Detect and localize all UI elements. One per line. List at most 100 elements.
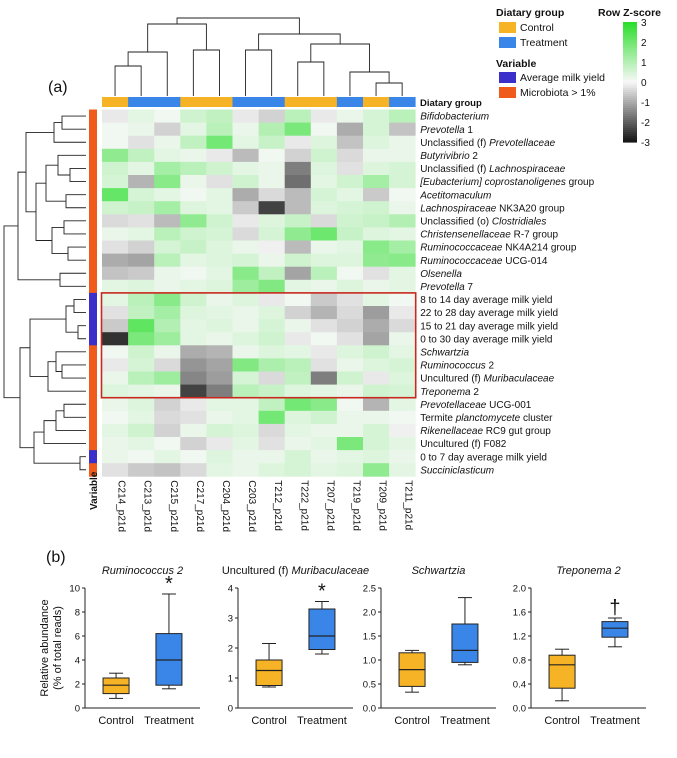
heatmap-cell [180, 109, 207, 123]
heatmap-cell [284, 175, 312, 189]
scale-step [623, 38, 637, 41]
scale-step [623, 122, 637, 125]
column-label: C215_p21d [168, 480, 179, 532]
heatmap-cell [232, 410, 259, 425]
heatmap-cell [258, 292, 286, 307]
heatmap-cell [154, 279, 181, 294]
heatmap-cell [180, 214, 207, 228]
heatmap-cell [284, 135, 312, 150]
heatmap-cell [206, 332, 233, 346]
variable-bar-cell [89, 175, 97, 189]
heatmap-cell [336, 240, 364, 254]
row-label: Rikenellaceae RC9 gut group [420, 426, 551, 437]
heatmap-cell [363, 201, 390, 215]
dendrogram-link [127, 51, 168, 96]
box [155, 633, 183, 686]
variable-bar-cell [89, 423, 97, 438]
heatmap-cell [336, 463, 364, 477]
significance-marker: † [609, 597, 620, 619]
y-tick-label: 0 [75, 704, 80, 715]
heatmap-cell [180, 397, 207, 412]
dendrogram-link [53, 122, 86, 143]
scale-step [623, 136, 637, 139]
heatmap-cell [154, 397, 181, 412]
heatmap-cell [284, 319, 312, 333]
heatmap-cell [389, 122, 416, 137]
scale-step [623, 98, 637, 101]
heatmap-cell [363, 161, 390, 176]
dendrogram-link [297, 61, 325, 96]
heatmap-cell [128, 253, 155, 268]
dendrogram-link [57, 154, 86, 176]
x-category-label: Treatment [590, 715, 640, 727]
dendrogram-link [349, 71, 390, 96]
group-bar-cell [310, 97, 338, 107]
y-tick-label: 0.4 [513, 680, 526, 691]
scale-tick-label: 0 [641, 78, 647, 89]
heatmap-cell [206, 371, 233, 385]
heatmap-cell [258, 201, 286, 215]
scale-tick-label: 1 [641, 58, 647, 69]
box [601, 621, 629, 638]
heatmap-cell [128, 122, 155, 137]
row-label: Olsenella [420, 269, 462, 280]
heatmap-cell [336, 253, 364, 268]
heatmap-cell [232, 148, 259, 163]
heatmap-cell [102, 423, 129, 438]
heatmap-cell [284, 122, 312, 137]
dendrogram-link [55, 351, 86, 372]
heatmap-cell [206, 148, 233, 163]
heatmap-cell [258, 227, 286, 241]
scale-step [623, 104, 637, 107]
heatmap-cell [154, 135, 181, 150]
heatmap-cell [336, 358, 364, 372]
heatmap-cell [128, 358, 155, 372]
heatmap-cell [310, 332, 338, 346]
diet-legend-title: Diatary group [496, 7, 564, 19]
heatmap-cell [310, 188, 338, 202]
scale-tick-label: 3 [641, 18, 647, 29]
heatmap-cell [363, 135, 390, 150]
heatmap-cell [232, 292, 259, 307]
heatmap-cell [258, 135, 286, 150]
y-tick-label: 10 [69, 584, 80, 595]
heatmap-cell [128, 423, 155, 438]
x-category-label: Treatment [144, 715, 194, 727]
scale-step [623, 68, 637, 71]
heatmap-cell [232, 240, 259, 254]
row-label: Schwartzia [420, 347, 469, 358]
scale-tick-label: -3 [641, 138, 650, 149]
heatmap-cell [258, 161, 286, 176]
heatmap-cell [284, 306, 312, 320]
heatmap-cell [389, 227, 416, 241]
y-tick-label: 1.6 [513, 608, 526, 619]
scale-step [623, 86, 637, 89]
heatmap-cell [258, 358, 286, 372]
heatmap-cell [336, 201, 364, 215]
group-bar-cell [102, 97, 129, 107]
heatmap-cell [206, 384, 233, 399]
heatmap-cell [389, 188, 416, 202]
heatmap-cell [389, 240, 416, 254]
heatmap-cell [389, 279, 416, 294]
heatmap-cell [232, 175, 259, 189]
heatmap-cell [232, 227, 259, 241]
y-tick-label: 1.2 [513, 632, 526, 643]
heatmap-cell [363, 175, 390, 189]
heatmap-cell [310, 319, 338, 333]
dendrogram-link [51, 226, 68, 255]
group-bar-cell [206, 97, 233, 107]
heatmap-cell [206, 358, 233, 372]
panel-a-label: (a) [48, 79, 68, 96]
heatmap-cell [363, 214, 390, 228]
heatmap-cell [258, 437, 286, 451]
heatmap-cell [258, 188, 286, 202]
heatmap-cell [363, 450, 390, 464]
heatmap-cell [180, 358, 207, 372]
dendrogram-link [35, 182, 52, 241]
variable-bar-cell [89, 227, 97, 241]
heatmap-cell [284, 292, 312, 307]
heatmap-cell [154, 109, 181, 123]
scale-step [623, 88, 637, 91]
